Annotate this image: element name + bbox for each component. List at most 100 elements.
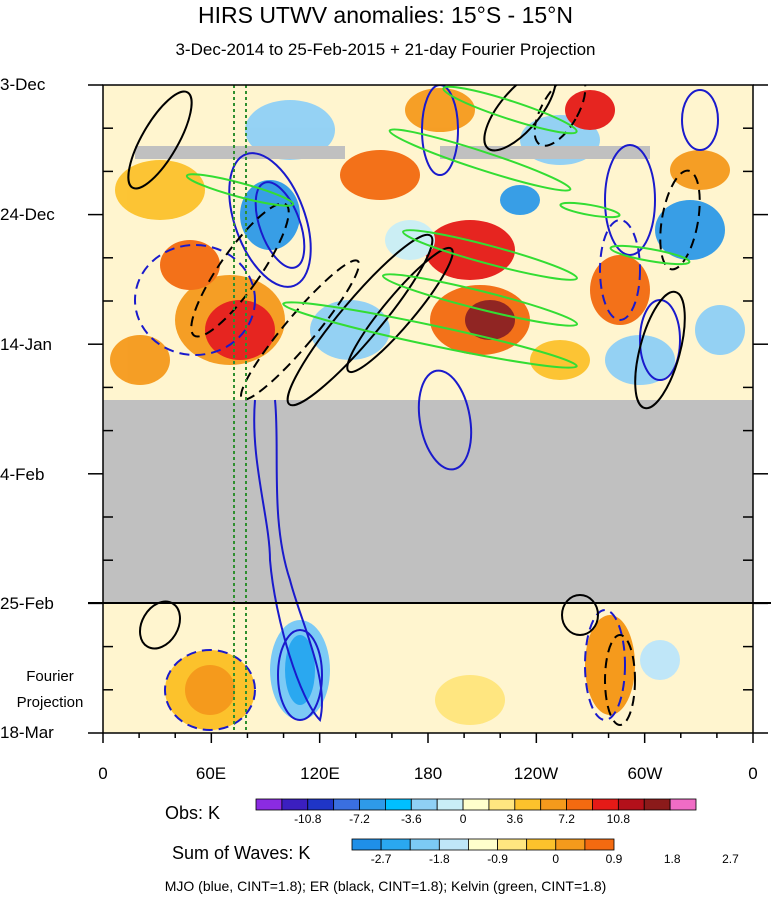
colorbar-swatch — [488, 798, 516, 811]
colorbar-swatch — [436, 798, 464, 811]
legend-text: MJO (blue, CINT=1.8); ER (black, CINT=1.… — [164, 878, 607, 894]
projection-label-line2: Projection — [16, 694, 84, 711]
obs-anomaly-field — [110, 88, 745, 385]
mjo-contour — [134, 244, 256, 356]
mjo-contour — [417, 369, 473, 471]
colorbar-swatch — [669, 798, 697, 811]
y-tick-label: 4-Feb — [0, 465, 45, 484]
colorbar-swatch — [351, 838, 382, 851]
colorbar-swatch — [584, 838, 615, 851]
y-tick-label: 14-Jan — [0, 335, 52, 354]
colorbar-swatch — [555, 838, 586, 851]
y-tick-label: 24-Dec — [0, 205, 55, 224]
mjo-contour — [277, 629, 323, 721]
plot-area — [103, 85, 753, 733]
obs-blob — [695, 305, 745, 355]
er-contour — [604, 634, 636, 726]
obs-blob — [590, 255, 650, 325]
colorbar-swatch — [380, 838, 411, 851]
obs-blob — [115, 160, 205, 220]
colorbar-swatch — [643, 798, 671, 811]
kelvin-contour — [185, 173, 295, 207]
missing-data-strip — [440, 146, 650, 159]
colorbar-swatch — [540, 798, 567, 811]
colorbar-obs-label: Obs: K — [165, 803, 221, 823]
x-tick-label: 60E — [195, 764, 227, 783]
colorbar-tick-label: 0 — [459, 812, 467, 826]
obs-blob — [110, 335, 170, 385]
er-contour — [561, 594, 599, 636]
obs-blob — [465, 300, 515, 340]
colorbar-tick-label: 1.8 — [663, 852, 681, 866]
obs-blob — [160, 240, 220, 290]
mjo-contour — [254, 181, 306, 269]
kelvin-contour — [442, 85, 578, 135]
missing-data-strip — [135, 146, 345, 159]
proj-blob — [285, 635, 315, 705]
mjo-contour — [604, 144, 656, 256]
colorbar-swatch — [385, 798, 412, 811]
x-tick-label: 120W — [513, 764, 559, 783]
colorbar-tick-label: -1.8 — [428, 852, 450, 866]
x-tick-label: 120E — [300, 764, 340, 783]
y-tick-label: 18-Mar — [0, 723, 54, 742]
obs-blob — [530, 340, 590, 380]
colorbar-tick-label: -0.9 — [487, 852, 508, 866]
kelvin-contour — [559, 201, 621, 219]
x-tick-label: 180 — [413, 764, 443, 783]
er-contour — [127, 90, 193, 190]
colorbar-obs — [255, 798, 697, 811]
proj-blob — [640, 640, 680, 680]
mjo-contour — [253, 399, 323, 722]
colorbar-tick-label: 0 — [552, 852, 560, 866]
kelvin-contour — [388, 128, 572, 192]
obs-blob — [340, 150, 420, 200]
colorbar-tick-label: -2.7 — [370, 852, 392, 866]
y-tick-label: 3-Dec — [0, 75, 46, 94]
colorbar-swatch — [333, 798, 360, 811]
obs-blob — [605, 335, 675, 385]
chart-subtitle: 3-Dec-2014 to 25-Feb-2015 + 21-day Fouri… — [175, 40, 596, 59]
er-contour — [190, 202, 290, 338]
colorbar-tick-label: -7.2 — [349, 812, 370, 826]
x-tick-label: 0 — [748, 764, 758, 783]
obs-blob — [385, 220, 435, 260]
kelvin-contour — [609, 244, 691, 266]
colorbar-swatch — [410, 798, 438, 811]
colorbar-swatch — [526, 838, 557, 851]
colorbar-tick-label: 0.9 — [605, 852, 623, 866]
mjo-contour — [164, 649, 256, 731]
proj-blob — [185, 665, 235, 715]
kelvin-contour — [282, 301, 578, 369]
er-contour — [533, 85, 587, 147]
mjo-contour — [228, 152, 312, 288]
colorbar-waves — [351, 838, 615, 851]
x-tick-label: 0 — [98, 764, 108, 783]
er-contours-negative — [190, 85, 701, 726]
colorbar-swatch — [617, 798, 645, 811]
kelvin-contour — [381, 273, 579, 327]
obs-blob — [240, 180, 300, 250]
colorbar-swatch — [307, 798, 335, 811]
proj-blob — [435, 675, 505, 725]
er-contour — [659, 169, 701, 271]
colorbar-swatch — [514, 798, 542, 811]
projection-anomaly-field — [165, 615, 680, 730]
mjo-contour — [421, 85, 459, 176]
kelvin-contours — [185, 85, 691, 369]
obs-blob — [245, 100, 335, 160]
mjo-contour — [599, 219, 641, 321]
colorbar-swatch — [255, 798, 283, 811]
obs-blob — [205, 300, 275, 360]
mjo-contour — [681, 89, 719, 151]
mjo-contour — [584, 609, 626, 721]
colorbar-tick-label: 7.2 — [558, 812, 575, 826]
colorbar-swatch — [359, 798, 386, 811]
chart-title: HIRS UTWV anomalies: 15°S - 15°N — [197, 2, 573, 28]
colorbar-swatch — [566, 798, 593, 811]
obs-blob — [670, 150, 730, 190]
obs-blob — [500, 185, 540, 215]
obs-blob — [655, 200, 725, 260]
x-tick-label: 60W — [627, 764, 663, 783]
